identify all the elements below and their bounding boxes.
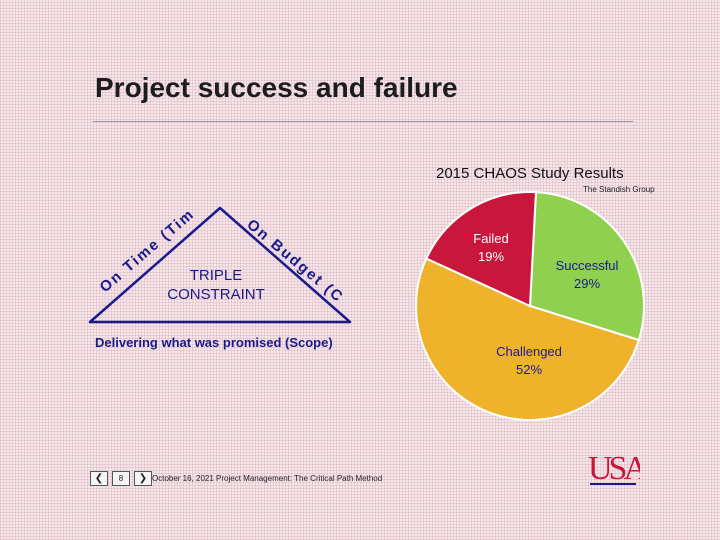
chevron-left-icon: ❮	[94, 473, 104, 484]
footer-text: October 16, 2021 Project Management: The…	[152, 474, 383, 483]
chart-source: The Standish Group	[583, 185, 655, 194]
triangle-center-label-line1: TRIPLE	[190, 267, 243, 284]
pie-label-value-successful: 29%	[574, 276, 600, 291]
next-slide-button[interactable]: ❯	[134, 471, 152, 486]
pie-slice-failed	[425, 191, 538, 308]
pie-slice-challenged	[415, 257, 641, 421]
usa-logo: USA	[588, 450, 640, 487]
triangle-center-label-line2: CONSTRAINT	[167, 286, 265, 303]
slide-title: Project success and failure	[95, 72, 458, 103]
svg-text:USA: USA	[588, 450, 640, 487]
slide-navigation: ❮ 8 ❯	[90, 471, 156, 486]
prev-slide-button[interactable]: ❮	[90, 471, 108, 486]
pie-slice-successful	[528, 191, 645, 342]
page-number: 8	[112, 471, 130, 486]
title-divider	[93, 121, 633, 122]
pie-label-value-challenged: 52%	[516, 362, 542, 377]
scope-label: Delivering what was promised (Scope)	[95, 335, 333, 350]
pie-label-name-challenged: Challenged	[496, 344, 562, 359]
pie-label-name-successful: Successful	[556, 258, 619, 273]
chevron-right-icon: ❯	[138, 473, 148, 484]
pie-label-value-failed: 19%	[478, 249, 504, 264]
pie-label-name-failed: Failed	[473, 231, 508, 246]
chart-title: 2015 CHAOS Study Results	[436, 165, 624, 182]
triangle-shape	[88, 206, 352, 324]
